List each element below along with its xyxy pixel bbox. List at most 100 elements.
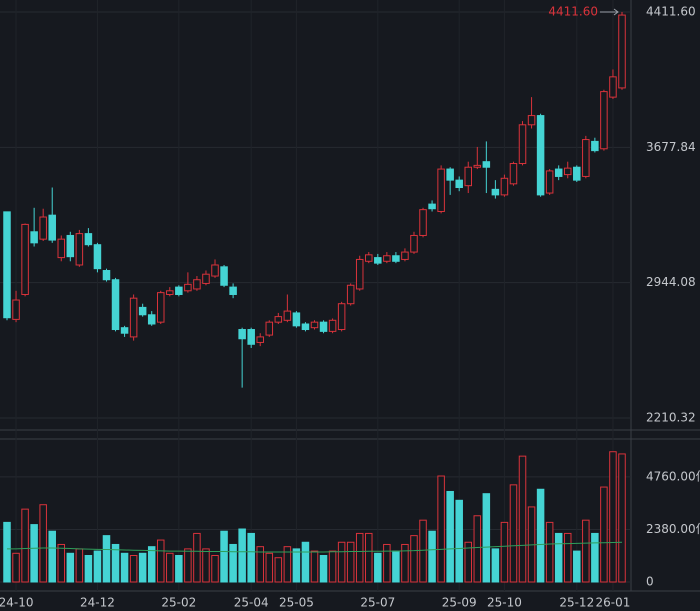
volume-bar [12,552,20,583]
volume-bar [410,535,418,583]
volume-bar [84,555,93,583]
candle-body [12,299,20,320]
volume-bar [301,541,310,583]
y-tick-label: 2944.08 [646,275,696,289]
candle-body [563,167,572,176]
volume-bar [337,541,346,583]
volume-bar [437,475,445,583]
volume-bar [609,451,617,583]
candle-body [66,234,75,258]
candle-body [319,321,328,332]
volume-bar [536,488,545,583]
volume-bar [184,548,192,583]
candle-body [591,140,599,152]
volume-bar [283,546,292,583]
volume-bar [93,550,102,583]
candle-body [147,314,156,325]
x-tick-label: 25-04 [234,596,269,610]
candle-body [554,168,563,177]
volume-bar [57,543,66,583]
candle-body [229,286,237,295]
candle-body [455,179,463,189]
candle-body [138,306,147,316]
volume-bar [21,508,29,583]
candle-body [428,203,436,210]
volume-bar [247,532,255,583]
x-tick-label: 25-10 [487,596,522,610]
volume-ma-line [7,541,623,553]
volume-bar [319,555,328,583]
candle-body [337,303,346,331]
volume-bar [256,546,264,583]
candle-body [419,209,427,236]
candle-body [48,214,56,241]
candle-body [274,316,283,323]
candle-body [220,266,228,286]
candle-body [392,255,400,262]
volume-bar [166,552,174,583]
volume-bar [129,555,138,583]
y-tick-label: 3677.84 [646,140,696,154]
volume-bar [473,515,482,583]
volume-bar [39,504,47,583]
volume-bar [193,532,201,583]
candle-body [482,161,491,168]
volume-bar [446,490,454,583]
volume-bar [138,552,147,583]
candle-body [202,273,210,284]
candle-body [545,170,554,194]
candle-body [310,321,319,329]
y-tick-label: 2380.00亿 [646,521,700,536]
volume-bar [509,484,518,583]
x-tick-label: 25-09 [442,596,477,610]
volume-bar [30,524,38,583]
volume-bar [238,528,246,583]
candle-body [600,91,608,150]
candle-body [374,257,382,264]
volume-bar [220,530,228,583]
candle-body [111,279,120,331]
volume-bar [355,532,364,583]
volume-bar [211,555,219,583]
candle-body [211,264,219,277]
y-tick-label: 0 [646,575,654,589]
volume-bar [419,519,427,583]
candle-body [609,76,617,98]
candle-body [120,327,129,334]
volume-bar [600,486,608,583]
volume-bar [265,552,274,583]
volume-bar [573,550,581,583]
volume-bar [618,453,626,583]
volume-bar [310,550,319,583]
volume-bar [328,550,337,583]
candle-body [238,329,246,340]
candle-body [75,233,84,266]
x-tick-label: 26-01 [596,596,631,610]
candle-body [464,166,473,187]
volume-bar [274,557,283,583]
candle-body [129,297,138,338]
candle-body [39,216,47,240]
candle-body [166,290,174,295]
candle-body [156,292,165,323]
candle-body [265,321,274,336]
volume-bar [3,521,11,583]
volume-bar [111,543,120,583]
x-tick-label: 25-07 [360,596,395,610]
volume-bar [482,493,491,583]
candle-body [509,163,518,185]
volume-bar [365,532,373,583]
candle-body [84,233,93,246]
candle-body [301,323,310,331]
candle-body [582,139,590,177]
candle-body [401,251,409,260]
volume-bar [292,548,301,583]
volume-bar [48,530,56,583]
candle-body [536,115,545,196]
candle-body [518,124,527,165]
volume-bar [554,532,563,583]
candle-body [437,168,445,212]
volume-bar [500,521,509,583]
